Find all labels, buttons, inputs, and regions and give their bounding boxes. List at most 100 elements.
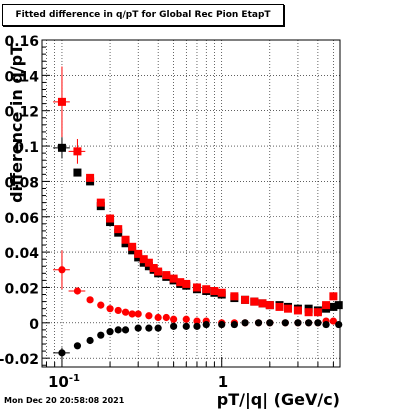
data-point-square: [73, 147, 82, 156]
data-point-circle: [154, 313, 162, 322]
data-point-square: [96, 198, 105, 207]
data-point-circle: [182, 322, 190, 330]
data-point-square: [144, 258, 153, 267]
data-point-square: [202, 285, 211, 294]
y-tick-label: -0.02: [0, 352, 39, 368]
data-point-square: [114, 225, 123, 234]
data-point-circle: [193, 322, 201, 330]
y-tick-label: 0.1: [14, 140, 39, 156]
data-point-circle: [134, 310, 142, 318]
data-point-square: [139, 255, 148, 264]
data-point-circle: [86, 336, 94, 345]
data-point-square: [182, 279, 191, 288]
data-point-circle: [266, 319, 274, 327]
data-point-circle: [154, 324, 162, 332]
data-point-circle: [128, 310, 136, 318]
data-point-square: [57, 143, 66, 152]
data-point-circle: [281, 319, 289, 327]
data-point-square: [304, 308, 313, 317]
data-point-square: [265, 301, 274, 310]
data-point-circle: [314, 319, 322, 327]
y-tick-label: 0.12: [4, 105, 39, 121]
data-point-circle: [182, 315, 190, 323]
data-point-circle: [97, 301, 105, 309]
data-point-circle: [230, 320, 238, 329]
data-point-circle: [58, 349, 66, 357]
data-point-square: [334, 301, 343, 310]
data-point-square: [217, 288, 226, 297]
plot-border: [41, 39, 341, 368]
y-tick-label: 0.08: [4, 175, 39, 191]
data-point-circle: [170, 322, 178, 330]
data-point-square: [322, 301, 331, 310]
data-point-circle: [162, 313, 170, 322]
y-tick-label: 0.14: [4, 69, 39, 85]
timestamp-footer: Mon Dec 20 20:58:08 2021: [4, 396, 125, 405]
y-tick-label: 0.06: [4, 211, 39, 227]
y-tick-label: 0.04: [4, 246, 39, 262]
data-point-square: [230, 292, 239, 301]
y-tick-label: 0: [29, 317, 39, 333]
data-point-square: [162, 271, 171, 280]
y-tick-label: 0.16: [4, 34, 39, 50]
data-point-square: [241, 295, 250, 304]
data-point-circle: [58, 266, 66, 274]
data-point-circle: [335, 320, 343, 329]
data-point-square: [154, 267, 163, 276]
data-point-square: [169, 274, 178, 283]
data-point-circle: [294, 319, 302, 327]
chart-title: Fitted difference in q/pT for Global Rec…: [2, 4, 284, 26]
data-point-square: [57, 97, 66, 106]
data-point-square: [86, 173, 95, 182]
data-point-circle: [202, 320, 210, 329]
data-point-square: [329, 302, 338, 311]
x-tick-label: 1: [218, 373, 228, 391]
data-point-circle: [121, 308, 130, 316]
data-point-circle: [241, 319, 249, 327]
data-point-square: [176, 278, 185, 287]
data-point-circle: [121, 326, 130, 334]
data-point-circle: [329, 317, 337, 325]
data-point-square: [121, 235, 130, 244]
data-markers: [53, 66, 343, 359]
axes-text: -0.02 0 0.02 0.04 0.06 0.08 0.1 0.12 0.14 0.16 10-…: [0, 34, 340, 409]
x-axis-title: pT/|q| (GeV/c): [217, 390, 340, 409]
data-point-circle: [73, 287, 82, 295]
data-point-square: [149, 264, 158, 273]
data-point-square: [134, 249, 143, 258]
data-point-square: [250, 297, 259, 306]
data-point-square: [275, 302, 284, 311]
data-point-square: [284, 304, 293, 313]
y-tick-label: 0.02: [4, 281, 39, 297]
data-point-circle: [106, 305, 114, 313]
data-point-circle: [106, 328, 114, 336]
data-point-circle: [73, 342, 82, 350]
data-point-square: [192, 283, 201, 292]
data-point-circle: [170, 315, 178, 323]
data-point-square: [73, 168, 82, 177]
data-point-square: [329, 292, 338, 301]
data-point-circle: [145, 312, 153, 320]
data-point-square: [106, 214, 115, 223]
data-point-circle: [86, 296, 94, 304]
data-point-circle: [145, 324, 153, 332]
data-point-circle: [134, 324, 142, 332]
data-point-circle: [322, 320, 330, 329]
data-point-circle: [114, 306, 122, 315]
data-point-circle: [97, 331, 105, 339]
data-point-circle: [218, 320, 226, 329]
data-point-circle: [114, 326, 122, 334]
data-point-circle: [305, 319, 313, 327]
data-point-circle: [193, 317, 201, 325]
plot-frame: [41, 39, 341, 368]
data-point-square: [210, 286, 219, 295]
x-tick-label: 10-1: [48, 373, 80, 391]
data-point-square: [313, 308, 322, 317]
data-point-circle: [254, 319, 263, 327]
y-axis-title: difference in q/pT: [7, 44, 26, 203]
data-point-square: [293, 306, 302, 315]
data-point-square: [128, 242, 137, 251]
data-point-square: [258, 299, 267, 308]
